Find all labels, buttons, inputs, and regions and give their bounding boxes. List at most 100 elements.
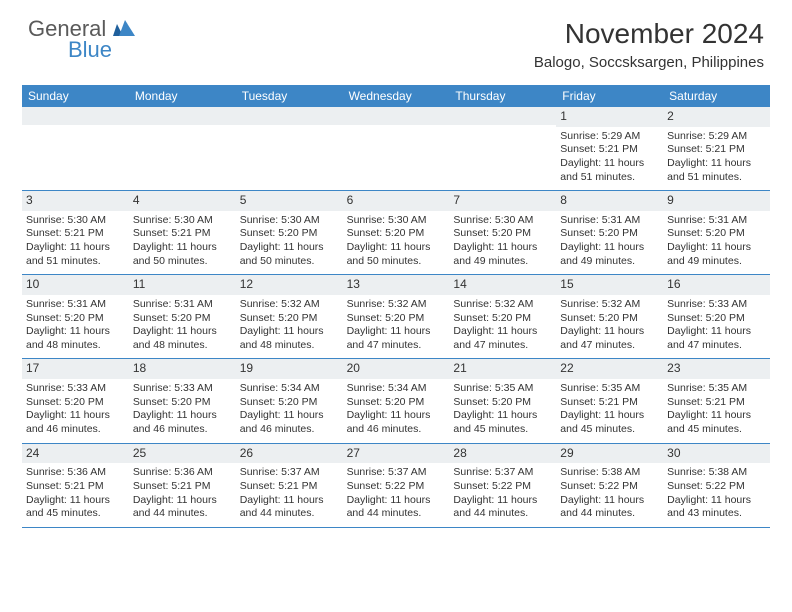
day-info-line: Sunrise: 5:37 AM (240, 466, 339, 480)
day-info-line: Daylight: 11 hours and 46 minutes. (26, 409, 125, 436)
day-number: 30 (663, 444, 770, 464)
day-number: 29 (556, 444, 663, 464)
day-info-line: Sunset: 5:22 PM (560, 480, 659, 494)
day-number: 16 (663, 275, 770, 295)
day-info-line: Daylight: 11 hours and 45 minutes. (453, 409, 552, 436)
day-info-line: Daylight: 11 hours and 44 minutes. (560, 494, 659, 521)
day-number: 6 (343, 191, 450, 211)
day-number: 13 (343, 275, 450, 295)
day-info-line: Sunset: 5:21 PM (667, 396, 766, 410)
day-info-line: Sunset: 5:20 PM (347, 312, 446, 326)
day-info-line: Daylight: 11 hours and 46 minutes. (240, 409, 339, 436)
day-number: 18 (129, 359, 236, 379)
day-info-line: Sunset: 5:20 PM (26, 396, 125, 410)
day-info-line: Sunset: 5:20 PM (240, 396, 339, 410)
day-number: 26 (236, 444, 343, 464)
day-info-line: Sunrise: 5:30 AM (26, 214, 125, 228)
day-info-line: Sunset: 5:20 PM (667, 227, 766, 241)
day-info-line: Sunset: 5:20 PM (133, 396, 232, 410)
day-info-line: Sunrise: 5:31 AM (26, 298, 125, 312)
day-number (236, 107, 343, 125)
day-info-line: Sunrise: 5:30 AM (453, 214, 552, 228)
day-cell: 14Sunrise: 5:32 AMSunset: 5:20 PMDayligh… (449, 275, 556, 358)
day-cell: 4Sunrise: 5:30 AMSunset: 5:21 PMDaylight… (129, 191, 236, 274)
day-cell: 7Sunrise: 5:30 AMSunset: 5:20 PMDaylight… (449, 191, 556, 274)
day-cell: 20Sunrise: 5:34 AMSunset: 5:20 PMDayligh… (343, 359, 450, 442)
day-info-line: Daylight: 11 hours and 45 minutes. (560, 409, 659, 436)
day-cell: 1 Sunrise: 5:29 AMSunset: 5:21 PMDaylight… (556, 107, 663, 190)
day-info-line: Sunrise: 5:32 AM (240, 298, 339, 312)
week-row: 10Sunrise: 5:31 AMSunset: 5:20 PMDayligh… (22, 275, 770, 359)
day-info-line: Sunrise: 5:33 AM (133, 382, 232, 396)
day-info-line: Sunset: 5:21 PM (560, 396, 659, 410)
day-cell: 26Sunrise: 5:37 AMSunset: 5:21 PMDayligh… (236, 444, 343, 527)
day-number: 4 (129, 191, 236, 211)
page-header: General Blue November 2024 Balogo, Soccs… (0, 0, 792, 79)
title-block: November 2024 Balogo, Soccsksargen, Phil… (534, 18, 764, 71)
day-info-line: Sunrise: 5:34 AM (240, 382, 339, 396)
day-info-line: Daylight: 11 hours and 50 minutes. (347, 241, 446, 268)
day-info-line: Sunrise: 5:36 AM (26, 466, 125, 480)
day-number: 5 (236, 191, 343, 211)
day-info-line: Sunrise: 5:35 AM (667, 382, 766, 396)
day-info-line: Daylight: 11 hours and 47 minutes. (347, 325, 446, 352)
day-number: 25 (129, 444, 236, 464)
day-info-line: Daylight: 11 hours and 45 minutes. (26, 494, 125, 521)
day-number: 20 (343, 359, 450, 379)
day-cell: 19 Sunrise: 5:34 AMSunset: 5:20 PMDayligh… (236, 359, 343, 442)
day-info-line: Sunrise: 5:31 AM (133, 298, 232, 312)
day-cell: 16Sunrise: 5:33 AMSunset: 5:20 PMDayligh… (663, 275, 770, 358)
day-number: 2 (663, 107, 770, 127)
day-info-line: Daylight: 11 hours and 49 minutes. (667, 241, 766, 268)
logo-text-blue: Blue (68, 39, 135, 61)
day-info-line: Sunset: 5:20 PM (560, 312, 659, 326)
day-number: 22 (556, 359, 663, 379)
day-info-line: Daylight: 11 hours and 48 minutes. (133, 325, 232, 352)
day-cell: 27Sunrise: 5:37 AMSunset: 5:22 PMDayligh… (343, 444, 450, 527)
day-header-cell: Sunday (22, 85, 129, 107)
day-info-line: Daylight: 11 hours and 48 minutes. (240, 325, 339, 352)
day-info-line: Daylight: 11 hours and 44 minutes. (453, 494, 552, 521)
day-info-line: Daylight: 11 hours and 50 minutes. (133, 241, 232, 268)
day-info-line: Daylight: 11 hours and 46 minutes. (133, 409, 232, 436)
day-info-line: Sunset: 5:21 PM (26, 480, 125, 494)
day-number: 15 (556, 275, 663, 295)
day-number: 10 (22, 275, 129, 295)
day-header-cell: Friday (556, 85, 663, 107)
day-info-line: Daylight: 11 hours and 47 minutes. (560, 325, 659, 352)
day-info-line: Sunrise: 5:37 AM (453, 466, 552, 480)
day-info-line: Daylight: 11 hours and 51 minutes. (560, 157, 659, 184)
day-info-line: Sunset: 5:21 PM (133, 480, 232, 494)
week-row: 17Sunrise: 5:33 AMSunset: 5:20 PMDayligh… (22, 359, 770, 443)
day-cell: 22Sunrise: 5:35 AMSunset: 5:21 PMDayligh… (556, 359, 663, 442)
day-cell: 17Sunrise: 5:33 AMSunset: 5:20 PMDayligh… (22, 359, 129, 442)
day-cell: 2Sunrise: 5:29 AMSunset: 5:21 PMDaylight… (663, 107, 770, 190)
day-cell: 3Sunrise: 5:30 AMSunset: 5:21 PMDaylight… (22, 191, 129, 274)
day-header-cell: Tuesday (236, 85, 343, 107)
day-cell (343, 107, 450, 190)
day-cell: 18 Sunrise: 5:33 AMSunset: 5:20 PMDayligh… (129, 359, 236, 442)
day-info-line: Daylight: 11 hours and 47 minutes. (453, 325, 552, 352)
day-info-line: Daylight: 11 hours and 45 minutes. (667, 409, 766, 436)
day-number: 3 (22, 191, 129, 211)
day-info-line: Daylight: 11 hours and 44 minutes. (347, 494, 446, 521)
day-info-line: Daylight: 11 hours and 50 minutes. (240, 241, 339, 268)
day-info-line: Sunrise: 5:36 AM (133, 466, 232, 480)
day-number: 1 (556, 107, 663, 127)
day-info-line: Sunrise: 5:29 AM (560, 130, 659, 144)
day-info-line: Sunrise: 5:31 AM (560, 214, 659, 228)
week-row: 3Sunrise: 5:30 AMSunset: 5:21 PMDaylight… (22, 191, 770, 275)
calendar: SundayMondayTuesdayWednesdayThursdayFrid… (22, 85, 770, 528)
day-number (449, 107, 556, 125)
day-info-line: Sunrise: 5:33 AM (26, 382, 125, 396)
day-number: 9 (663, 191, 770, 211)
day-header-cell: Monday (129, 85, 236, 107)
day-info-line: Daylight: 11 hours and 49 minutes. (560, 241, 659, 268)
day-info-line: Sunset: 5:21 PM (560, 143, 659, 157)
day-cell (22, 107, 129, 190)
day-number: 19 (236, 359, 343, 379)
day-info-line: Sunset: 5:20 PM (453, 312, 552, 326)
day-number: 24 (22, 444, 129, 464)
week-row: 24Sunrise: 5:36 AMSunset: 5:21 PMDayligh… (22, 444, 770, 528)
day-info-line: Daylight: 11 hours and 51 minutes. (26, 241, 125, 268)
